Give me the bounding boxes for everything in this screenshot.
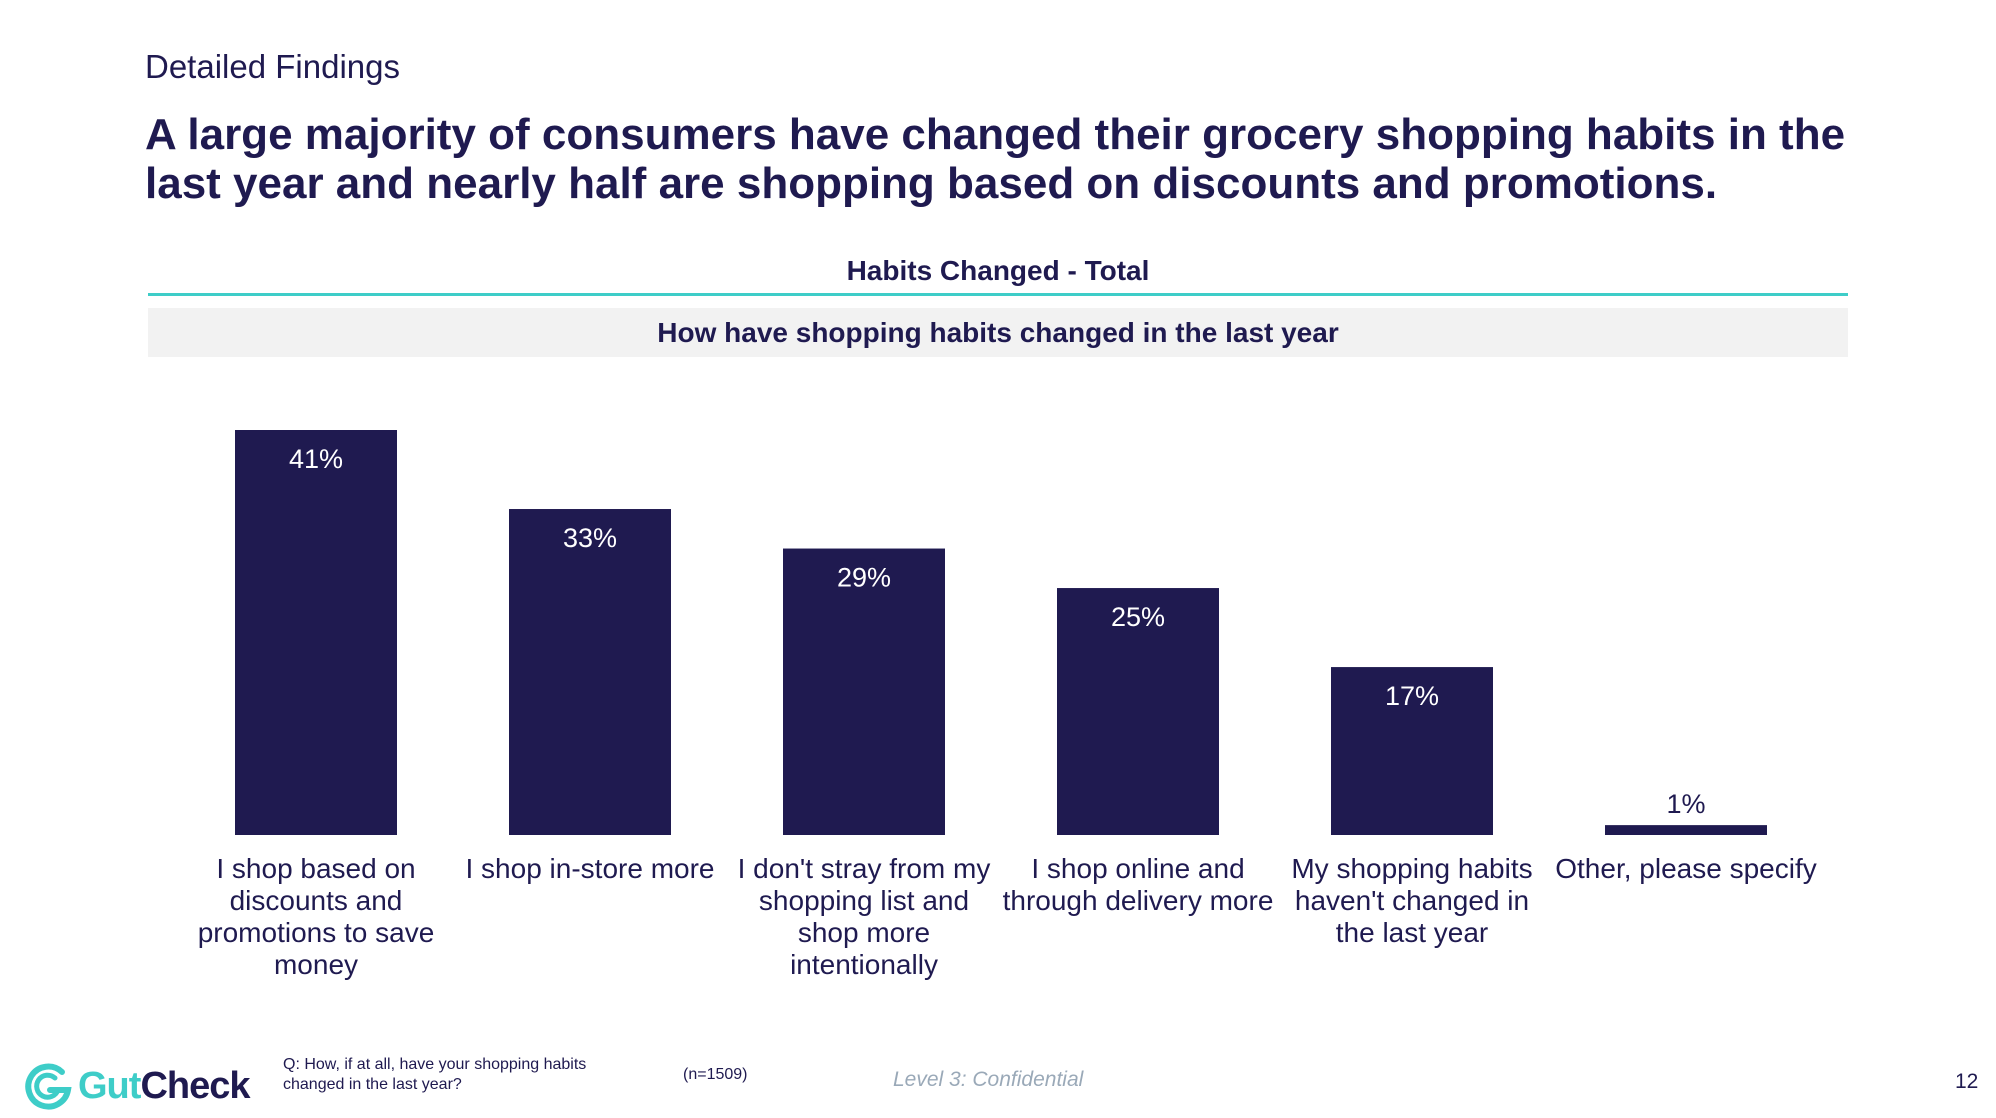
page-number: 12 (1955, 1070, 1979, 1093)
question-footnote: Q: How, if at all, have your shopping ha… (283, 1056, 587, 1093)
bar-3 (783, 548, 945, 835)
category-label-6: Other, please specify (1555, 853, 1817, 884)
section-label: Detailed Findings (145, 48, 400, 85)
bar-2 (509, 509, 671, 835)
bar-4 (1057, 588, 1219, 835)
logo-wordmark-check: Check (140, 1064, 250, 1107)
chart-subtitle: How have shopping habits changed in the … (657, 316, 1339, 348)
bar-value-label-2: 33% (563, 523, 617, 553)
bar-5 (1331, 667, 1493, 835)
category-label-4: I shop online and through delivery more (1002, 853, 1274, 916)
confidential-label: Level 3: Confidential (893, 1068, 1084, 1091)
bar-value-label-5: 17% (1385, 681, 1439, 711)
bar-value-label-4: 25% (1111, 602, 1165, 632)
sample-size: (n=1509) (683, 1066, 748, 1083)
bar-6 (1605, 825, 1767, 835)
title-divider (148, 293, 1848, 296)
category-label-1: I shop based on discounts and promotions… (197, 853, 435, 980)
bar-value-label-6: 1% (1666, 789, 1705, 819)
logo-wordmark-gut: Gut (78, 1064, 141, 1107)
category-label-3: I don't stray from my shopping list and … (737, 853, 991, 980)
gutcheck-logo-icon (25, 1063, 72, 1110)
logo-wordmark: GutCheck (78, 1064, 251, 1108)
category-label-5: My shopping habits haven't changed in th… (1291, 853, 1533, 948)
headline: A large majority of consumers have chang… (145, 110, 1846, 208)
gutcheck-logo: GutCheck (22, 1060, 251, 1112)
bar-1 (235, 430, 397, 835)
bar-value-label-3: 29% (837, 563, 891, 593)
chart-title: Habits Changed - Total (846, 255, 1150, 286)
bar-value-label-1: 41% (289, 444, 343, 474)
chart-subtitle-band: How have shopping habits changed in the … (148, 308, 1848, 357)
category-label-2: I shop in-store more (465, 853, 715, 884)
